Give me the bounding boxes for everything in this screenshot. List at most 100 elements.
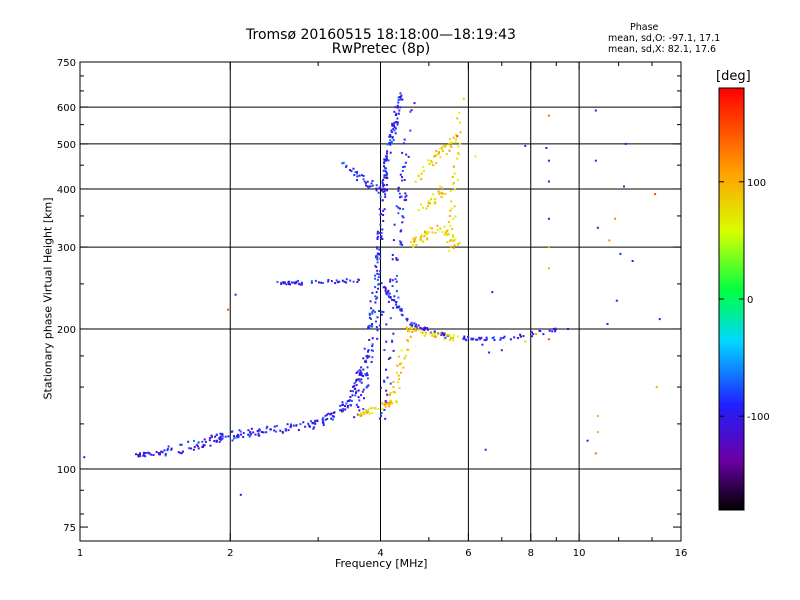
data-point: [346, 400, 349, 403]
data-point: [378, 417, 381, 420]
data-point: [392, 306, 395, 309]
colorbar-tick-label: 0: [747, 295, 753, 306]
data-point: [411, 331, 414, 333]
data-point: [428, 162, 431, 165]
data-point: [179, 452, 182, 455]
data-point: [428, 200, 431, 203]
data-point: [365, 386, 368, 389]
data-point: [201, 446, 204, 448]
data-point: [148, 452, 151, 455]
data-point: [379, 253, 382, 256]
data-point: [275, 424, 278, 427]
data-point: [358, 399, 361, 402]
data-point: [368, 339, 371, 341]
data-point: [400, 229, 403, 232]
data-point: [522, 335, 525, 338]
data-point: [192, 448, 195, 451]
data-point: [462, 97, 465, 100]
data-point: [197, 447, 200, 450]
data-point: [451, 337, 454, 340]
data-point: [218, 437, 221, 440]
data-point: [551, 330, 554, 333]
data-point: [137, 453, 140, 456]
data-point: [391, 285, 394, 287]
data-point: [354, 171, 357, 174]
data-point: [179, 443, 182, 446]
data-point: [210, 434, 213, 437]
data-point: [391, 298, 394, 301]
data-point: [314, 422, 317, 425]
data-point: [385, 170, 387, 173]
data-point: [463, 338, 465, 340]
data-point: [387, 401, 390, 404]
data-point: [371, 312, 374, 315]
data-point: [383, 190, 386, 193]
data-point: [382, 185, 385, 188]
data-point: [352, 390, 354, 393]
data-point: [316, 419, 319, 422]
data-point: [359, 369, 362, 372]
data-point: [395, 274, 398, 277]
data-point: [384, 287, 387, 290]
data-point: [381, 188, 384, 191]
data-point: [368, 312, 371, 315]
data-point: [478, 336, 481, 339]
data-point: [276, 280, 279, 283]
data-point: [374, 301, 377, 304]
data-point: [418, 328, 421, 331]
data-point: [401, 221, 404, 224]
data-point: [395, 205, 398, 208]
data-point: [459, 142, 462, 145]
data-point: [376, 230, 379, 233]
y-tick-label: 400: [57, 185, 76, 196]
data-point: [422, 170, 425, 172]
data-point: [374, 311, 376, 314]
data-point: [446, 241, 449, 244]
data-point: [386, 393, 389, 396]
data-point: [378, 248, 381, 251]
data-point: [393, 223, 396, 226]
data-point: [252, 431, 255, 434]
data-point: [331, 418, 334, 421]
data-point: [410, 241, 412, 244]
data-point: [399, 243, 402, 245]
data-point: [398, 387, 401, 390]
data-point: [421, 206, 424, 209]
x-axis-label: Frequency [MHz]: [335, 557, 428, 570]
data-point: [441, 187, 444, 190]
data-point: [224, 435, 227, 438]
data-point: [256, 430, 259, 432]
data-point: [381, 407, 384, 410]
data-point: [403, 165, 406, 168]
data-point: [285, 283, 288, 286]
data-point: [476, 338, 479, 341]
data-point: [451, 176, 454, 178]
data-point: [452, 183, 454, 186]
data-point: [500, 349, 503, 352]
data-point: [415, 329, 417, 332]
data-point: [324, 414, 327, 417]
data-point: [401, 309, 404, 312]
data-point: [411, 324, 414, 327]
data-point: [387, 300, 390, 303]
x-tick-label: 1: [77, 548, 83, 559]
data-point: [406, 328, 409, 330]
data-point: [385, 293, 388, 296]
data-point: [362, 368, 365, 371]
data-point: [401, 215, 404, 218]
data-point: [387, 289, 390, 292]
data-point: [453, 244, 456, 247]
data-point: [392, 124, 395, 127]
data-point: [547, 180, 550, 183]
data-point: [479, 338, 482, 341]
data-point: [356, 175, 359, 178]
data-point: [378, 252, 380, 255]
data-point: [289, 426, 292, 429]
data-point: [399, 97, 402, 100]
data-point: [492, 336, 495, 339]
data-point: [404, 161, 407, 164]
data-point: [150, 453, 153, 456]
data-point: [356, 172, 358, 175]
data-point: [488, 351, 491, 354]
data-point: [379, 270, 382, 273]
